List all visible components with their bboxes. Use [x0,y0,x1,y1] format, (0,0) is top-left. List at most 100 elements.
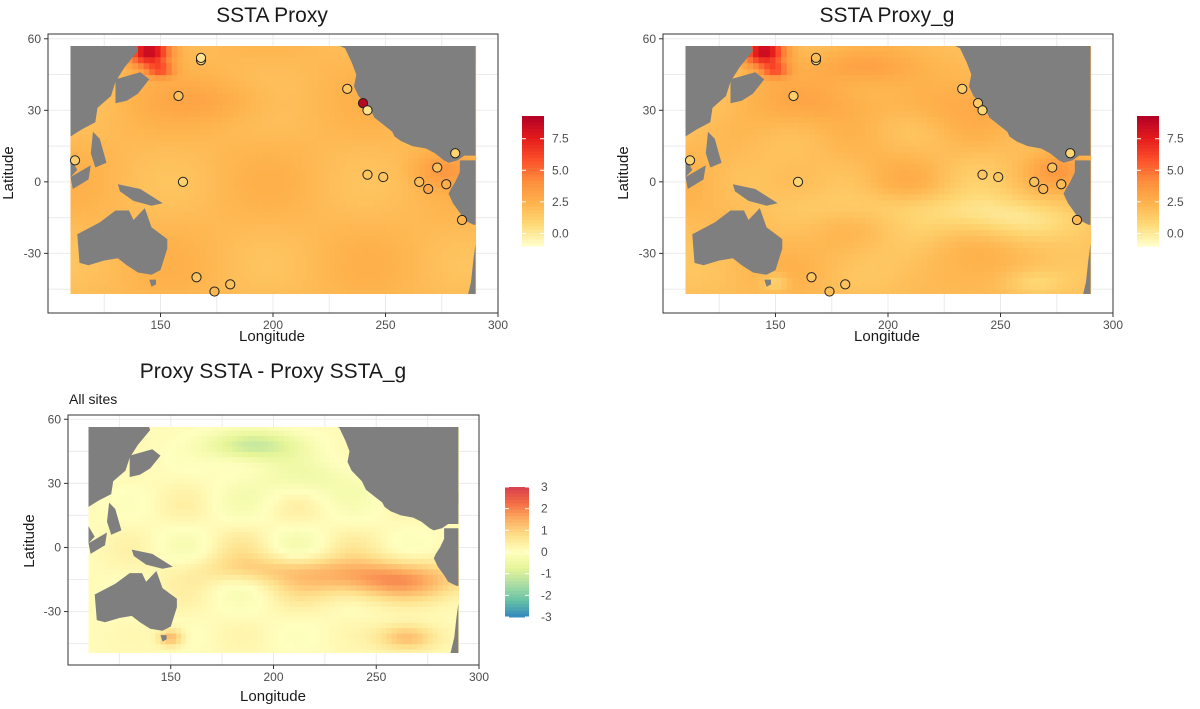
heatmap-cell [104,175,111,183]
heatmap-cell [871,187,878,195]
heatmap-cell [854,211,861,219]
heatmap-cell [250,259,257,266]
heatmap-cell [357,158,364,165]
heatmap-cell [81,205,88,213]
heatmap-cell [205,235,212,243]
heatmap-cell [899,265,906,272]
heatmap-cell [98,259,105,266]
heatmap-cell [244,247,252,254]
heatmap-cell [685,283,692,290]
heatmap-cell [289,158,297,165]
heatmap-cell [764,80,771,88]
heatmap-cell [205,92,212,99]
heatmap-cell [318,193,325,201]
heatmap-cell [278,140,285,147]
heatmap-cell [340,74,347,82]
heatmap-cell [396,146,403,153]
heatmap-cell [769,181,777,189]
heatmap-cell [831,74,838,82]
heatmap-cell [177,62,184,70]
heatmap-cell [820,253,827,260]
heatmap-cell [222,193,229,201]
heatmap-cell [724,116,732,123]
heatmap-cell [713,175,720,183]
heatmap-cell [81,128,88,135]
heatmap-cell [340,152,347,159]
heatmap-cell [138,110,145,117]
heatmap-cell [177,140,184,147]
heatmap-cell [205,140,212,147]
heatmap-cell [306,259,313,266]
heatmap-cell [160,211,167,219]
heatmap-cell [188,116,195,123]
heatmap-cell [814,146,822,153]
heatmap-cell [244,253,252,260]
heatmap-cell [334,163,342,171]
heatmap-cell [447,211,454,219]
heatmap-cell [289,217,297,225]
heatmap-cell [814,122,822,129]
heatmap-cell [396,283,403,290]
heatmap-cell [713,187,720,195]
heatmap-cell [346,211,353,219]
heatmap-cell [205,68,212,76]
heatmap-cell [126,271,133,278]
heatmap-cell [188,199,195,207]
heatmap-cell [334,128,342,135]
heatmap-cell [786,271,793,278]
heatmap-cell [154,277,162,284]
heatmap-cell [413,223,420,231]
colorbar-segment [522,148,544,153]
heatmap-cell [261,253,268,260]
heatmap-cell [747,163,754,171]
y-tick-label: -30 [24,246,42,260]
heatmap-cell [329,68,336,76]
heatmap-cell [893,253,900,260]
heatmap-cell [312,68,319,76]
heatmap-cell [183,271,190,278]
heatmap-cell [216,247,223,254]
heatmap-cell [143,110,150,117]
heatmap-cell [837,241,844,249]
heatmap-cell [764,146,771,153]
heatmap-cell [741,163,748,171]
heatmap-cell [843,152,850,159]
heatmap-cell [837,205,844,213]
heatmap-cell [267,283,274,290]
heatmap-cell [126,163,133,171]
heatmap-cell [346,152,353,159]
heatmap-cell [747,50,754,58]
heatmap-cell [368,235,375,243]
heatmap-cell [724,259,732,266]
heatmap-cell [244,259,252,266]
heatmap-cell [228,247,235,254]
heatmap-cell [764,128,771,135]
heatmap-cell [306,205,313,213]
heatmap-cell [775,271,782,278]
heatmap-cell [340,271,347,278]
heatmap-cell [424,283,432,290]
heatmap-cell [278,241,285,249]
heatmap-cell [781,116,788,123]
heatmap-cell [301,56,308,64]
heatmap-cell [713,128,720,135]
heatmap-cell [882,235,889,243]
heatmap-cell [363,205,370,213]
heatmap-cell [183,116,190,123]
heatmap-cell [363,265,370,272]
heatmap-cell [199,74,207,82]
heatmap-cell [854,235,861,243]
heatmap-cell [233,235,240,243]
heatmap-cell [228,169,235,177]
heatmap-cell [882,98,889,105]
heatmap-cell [199,169,207,177]
heatmap-cell [809,122,816,129]
heatmap-cell [803,140,810,147]
heatmap-cell [329,110,336,117]
heatmap-cell [70,211,77,219]
heatmap-cell [346,253,353,260]
heatmap-cell [871,163,878,171]
colorbar-segment [522,164,544,169]
heatmap-cell [132,104,139,111]
